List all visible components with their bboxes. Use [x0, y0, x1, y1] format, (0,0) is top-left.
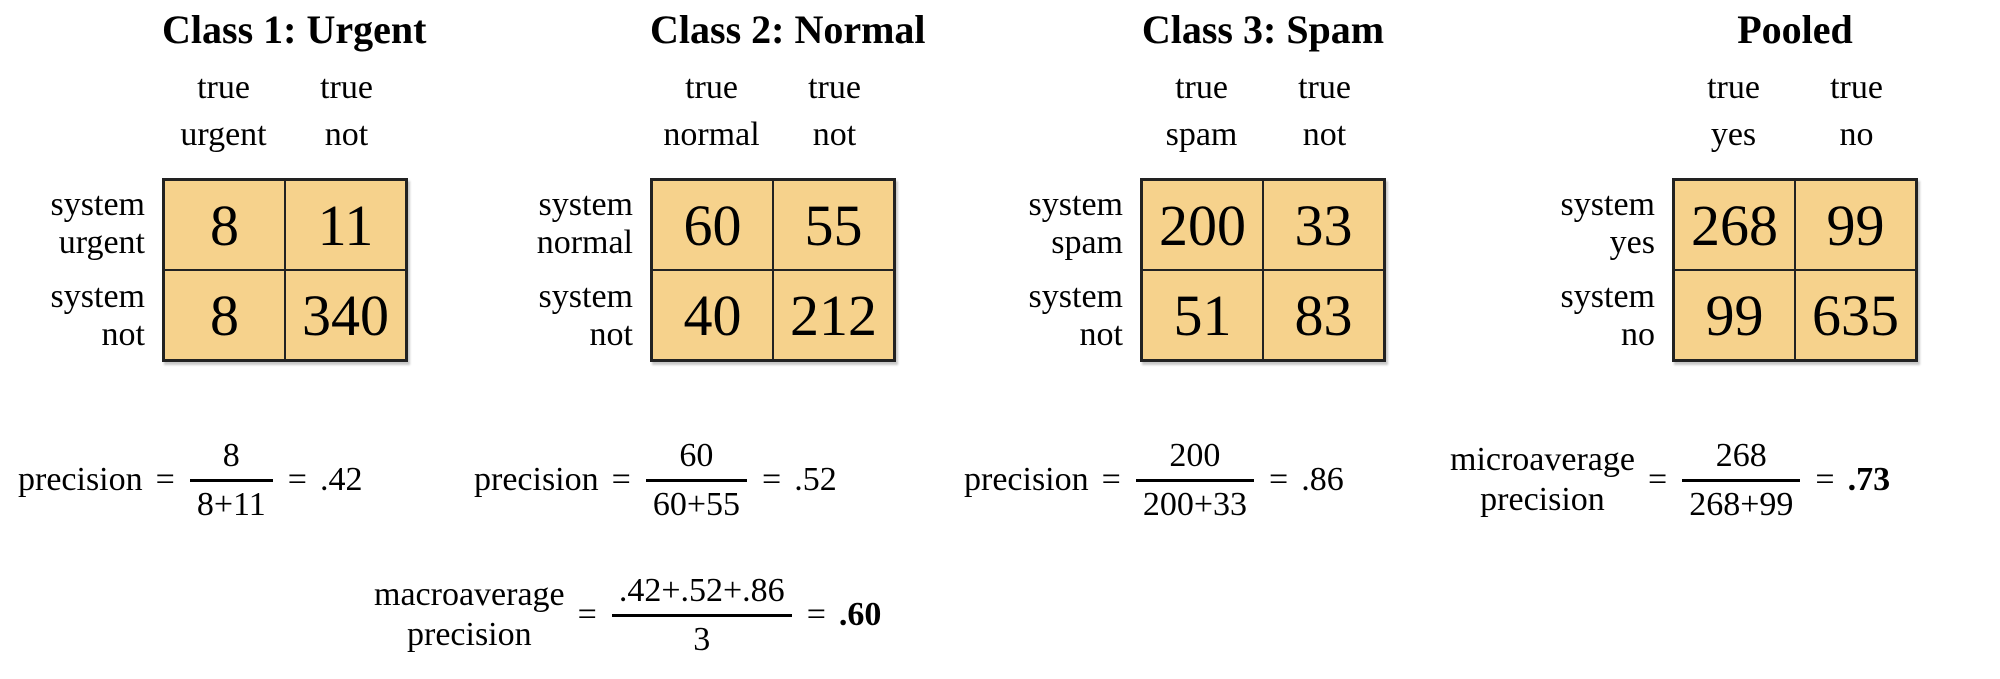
column-header-true-negative: true not	[1298, 69, 1351, 153]
equals-sign: =	[1101, 461, 1121, 498]
column-header-true-positive: true urgent	[180, 69, 267, 153]
row-header-system-negative: system no	[1560, 278, 1655, 353]
formula-label: macroaverage precision	[374, 576, 565, 653]
matrix-title: Pooled	[1737, 7, 1853, 52]
fraction-bar	[1682, 478, 1801, 482]
matrix-cell-fp: 99	[1795, 180, 1916, 270]
matrix-group-normal: Class 2: Normal true normal true not sys…	[480, 0, 926, 390]
precision-formula-spam: precision = 200 200+33 = .86	[964, 420, 1344, 540]
confusion-matrix: 60 55 40 212	[650, 178, 896, 362]
matrix-cell-tp: 200	[1142, 180, 1263, 270]
fraction-numerator: 268	[1715, 436, 1767, 474]
confusion-matrix: 8 11 8 340	[162, 178, 408, 362]
microaverage-precision-formula: microaverage precision = 268 268+99 = .7…	[1450, 420, 1890, 540]
equals-sign: =	[1815, 461, 1835, 498]
matrix-cell-tn: 635	[1795, 270, 1916, 360]
fraction-denominator: 8+11	[196, 485, 266, 523]
fraction-denominator: 60+55	[652, 485, 741, 523]
matrix-title: Class 2: Normal	[650, 7, 926, 52]
column-headers: true normal true not	[650, 64, 896, 158]
row-headers: system urgent system not	[0, 178, 154, 362]
column-header-true-positive: true yes	[1707, 69, 1760, 153]
formula-result: .52	[794, 461, 837, 498]
fraction-bar	[189, 478, 273, 482]
precision-formula-normal: precision = 60 60+55 = .52	[474, 420, 837, 540]
fraction-denominator: 3	[693, 620, 711, 658]
column-header-true-positive: true normal	[663, 69, 760, 153]
matrix-cell-tp: 60	[652, 180, 773, 270]
precision-formula-urgent: precision = 8 8+11 = .42	[18, 420, 362, 540]
fraction: 200 200+33	[1135, 433, 1255, 528]
fraction-bar	[645, 478, 748, 482]
equals-sign: =	[287, 461, 307, 498]
formula-result: .86	[1301, 461, 1344, 498]
macroaverage-precision-formula: macroaverage precision = .42+.52+.86 3 =…	[374, 555, 881, 675]
formula-result: .42	[319, 461, 363, 498]
formula-label: microaverage precision	[1450, 441, 1635, 518]
fraction-bar	[611, 613, 792, 617]
equals-sign: =	[1648, 461, 1668, 498]
matrix-cell-tp: 268	[1674, 180, 1795, 270]
row-header-system-positive: system urgent	[50, 186, 145, 261]
confusion-matrix: 268 99 99 635	[1672, 178, 1918, 362]
matrix-title: Class 3: Spam	[1141, 7, 1385, 52]
matrix-cell-fp: 33	[1263, 180, 1384, 270]
formula-result: .60	[838, 596, 882, 633]
matrix-group-urgent: Class 1: Urgent true urgent true not sys…	[0, 0, 427, 390]
fraction: 8 8+11	[189, 433, 273, 528]
fraction: 60 60+55	[645, 433, 748, 528]
fraction-numerator: 60	[679, 436, 714, 474]
fraction-denominator: 268+99	[1689, 485, 1794, 523]
matrix-title: Class 1: Urgent	[162, 7, 427, 52]
row-headers: system spam system not	[970, 178, 1132, 362]
confusion-matrix: 200 33 51 83	[1140, 178, 1386, 362]
matrix-cell-tn: 340	[285, 270, 406, 360]
fraction: .42+.52+.86 3	[611, 568, 792, 663]
formula-result: .73	[1847, 461, 1891, 498]
matrix-group-spam: Class 3: Spam true spam true not system …	[970, 0, 1386, 390]
row-header-system-negative: system not	[50, 278, 145, 353]
row-headers: system normal system not	[480, 178, 642, 362]
fraction: 268 268+99	[1682, 433, 1801, 528]
row-header-system-negative: system not	[1028, 278, 1123, 353]
fraction-bar	[1135, 478, 1255, 482]
matrix-cell-tp: 8	[164, 180, 285, 270]
row-headers: system yes system no	[1502, 178, 1664, 362]
row-header-system-negative: system not	[538, 278, 633, 353]
fraction-numerator: 200	[1169, 436, 1221, 474]
matrix-group-pooled: Pooled true yes true no system yes syste…	[1502, 0, 1918, 390]
fraction-numerator: 8	[222, 436, 240, 474]
equals-sign: =	[1269, 461, 1289, 498]
matrix-cell-fp: 55	[773, 180, 894, 270]
row-header-system-positive: system yes	[1560, 186, 1655, 261]
column-header-true-positive: true spam	[1165, 69, 1238, 153]
column-headers: true urgent true not	[162, 64, 408, 158]
formula-label: precision	[964, 461, 1089, 498]
column-headers: true yes true no	[1672, 64, 1918, 158]
equals-sign: =	[611, 461, 631, 498]
equals-sign: =	[577, 596, 597, 633]
column-header-true-negative: true not	[808, 69, 861, 153]
row-header-system-positive: system normal	[536, 186, 633, 261]
column-headers: true spam true not	[1140, 64, 1386, 158]
matrix-cell-fp: 11	[285, 180, 406, 270]
fraction-numerator: .42+.52+.86	[618, 571, 785, 609]
matrix-cell-fn: 8	[164, 270, 285, 360]
row-header-system-positive: system spam	[1028, 186, 1123, 261]
formula-label: precision	[474, 461, 599, 498]
matrix-cell-fn: 99	[1674, 270, 1795, 360]
column-header-true-negative: true not	[320, 69, 373, 153]
matrix-cell-fn: 51	[1142, 270, 1263, 360]
matrix-cell-fn: 40	[652, 270, 773, 360]
matrix-cell-tn: 212	[773, 270, 894, 360]
equals-sign: =	[806, 596, 826, 633]
equals-sign: =	[762, 461, 782, 498]
fraction-denominator: 200+33	[1142, 485, 1248, 523]
formula-label: precision	[18, 461, 143, 498]
column-header-true-negative: true no	[1830, 69, 1883, 153]
equals-sign: =	[155, 461, 175, 498]
matrix-cell-tn: 83	[1263, 270, 1384, 360]
